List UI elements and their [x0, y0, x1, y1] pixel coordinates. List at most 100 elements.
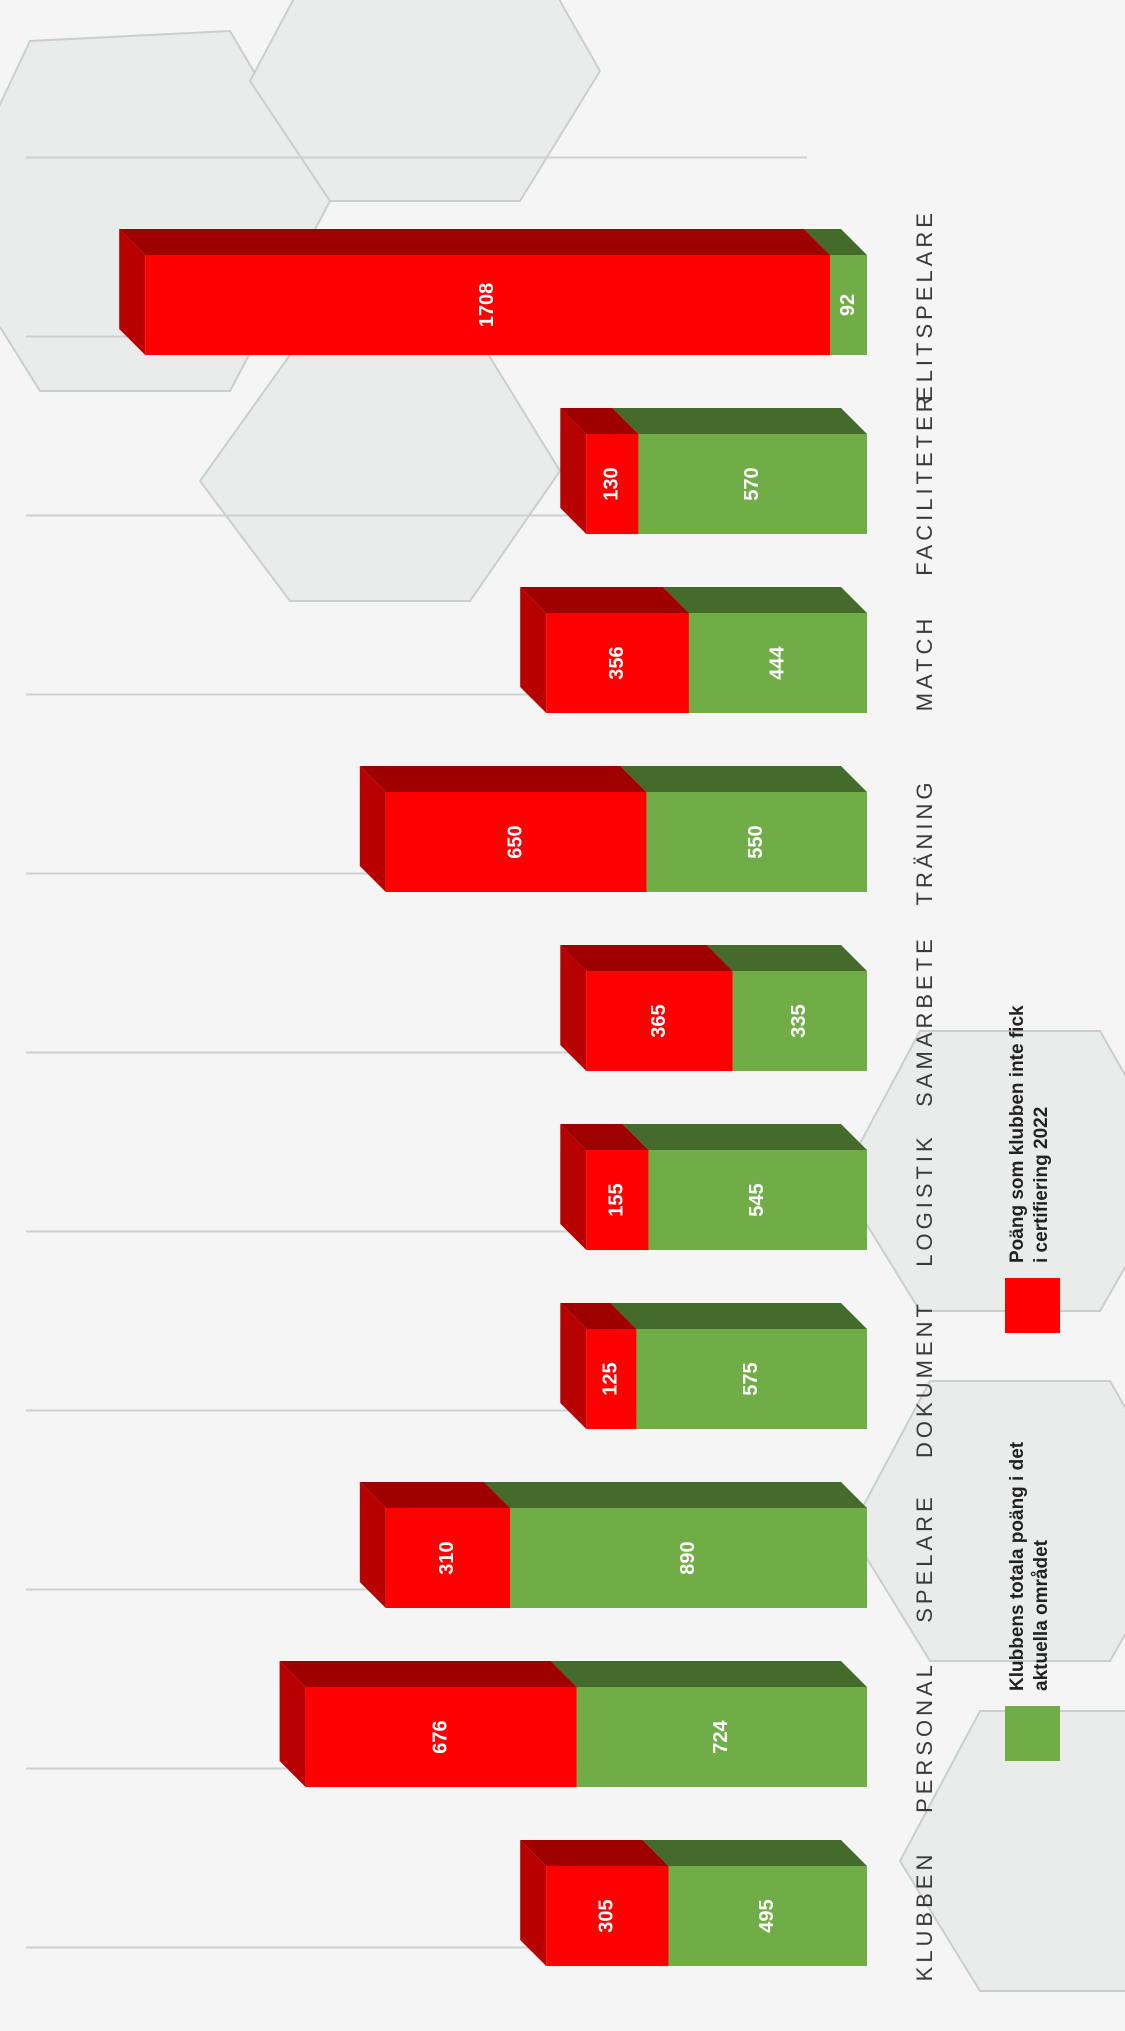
value-label: 570	[741, 467, 763, 500]
bar-top	[359, 766, 386, 892]
bar	[145, 255, 831, 355]
bar-segment	[520, 587, 689, 713]
bar-side	[359, 1482, 511, 1508]
value-label: 575	[740, 1362, 762, 1395]
x-tick-label: LOGISTIK	[912, 1133, 937, 1266]
bar-segment	[706, 945, 867, 1071]
bar-top	[279, 1661, 306, 1787]
bar-segment	[560, 408, 639, 534]
bar	[830, 255, 867, 355]
hexagon	[198, 340, 562, 602]
bar-side	[560, 945, 733, 971]
value-label: 335	[788, 1004, 810, 1037]
value-label: 92	[837, 294, 859, 316]
bar-side	[622, 1124, 867, 1150]
bar	[576, 1687, 868, 1787]
value-label: 495	[756, 1899, 778, 1932]
legend-line: Klubbens totala poäng i det	[1007, 1441, 1028, 1691]
value-label: 155	[606, 1183, 628, 1216]
bar-top	[119, 229, 146, 355]
bar-segment	[612, 408, 867, 534]
bar	[636, 1329, 867, 1429]
legend-label: Klubbens totala poäng i det aktuella områ…	[1007, 1441, 1052, 1691]
bar-side	[706, 945, 867, 971]
value-label: 130	[601, 467, 623, 500]
bar-side	[484, 1482, 867, 1508]
bar	[586, 971, 733, 1071]
bar-segment	[359, 1482, 511, 1608]
bar-segment	[119, 229, 831, 355]
x-tick-label: TRÄNING	[912, 779, 937, 906]
x-tick-label: ELITSPELARE	[912, 209, 937, 401]
value-label: 545	[746, 1183, 768, 1216]
bar	[586, 434, 639, 534]
bar-top	[560, 1124, 587, 1250]
bar-segment	[620, 766, 868, 892]
bar-segment	[804, 229, 867, 355]
bar-top	[520, 1840, 547, 1966]
value-label: 365	[648, 1004, 670, 1037]
bar	[586, 1150, 649, 1250]
bar-side	[662, 587, 867, 613]
bar-segment	[642, 1840, 867, 1966]
bar-side	[612, 408, 867, 434]
bar	[385, 1508, 511, 1608]
legend-line: Poäng som klubben inte fick	[1007, 1005, 1028, 1263]
bar	[385, 792, 647, 892]
bar-side	[560, 1124, 649, 1150]
x-tick-label: KLUBBEN	[912, 1851, 937, 1982]
bar-top	[560, 408, 587, 534]
value-label: 444	[766, 645, 788, 679]
bar-top	[560, 1303, 587, 1429]
x-tick-label: FACILITETER	[912, 392, 937, 575]
bar-segment	[484, 1482, 867, 1608]
value-label: 356	[606, 646, 628, 679]
bar-side	[520, 1840, 669, 1866]
value-label: 676	[429, 1720, 451, 1753]
legend-swatch	[1005, 1278, 1060, 1333]
bar-side	[520, 587, 689, 613]
bar-side	[560, 408, 639, 434]
value-label: 550	[745, 825, 767, 858]
bar-segment	[662, 587, 867, 713]
value-label: 125	[600, 1362, 622, 1395]
bar	[668, 1866, 867, 1966]
legend-label: Poäng som klubben inte fick i certifierin…	[1007, 1005, 1052, 1263]
legend-line: aktuella området	[1031, 1539, 1052, 1691]
bar-segment	[550, 1661, 868, 1787]
bar-segment	[560, 1124, 649, 1250]
bar	[732, 971, 867, 1071]
bar-segment	[520, 1840, 669, 1966]
bar-side	[279, 1661, 577, 1687]
value-label: 1708	[476, 283, 498, 328]
value-label: 890	[677, 1541, 699, 1574]
bar	[586, 1329, 637, 1429]
bar-side	[119, 229, 831, 255]
bar	[688, 613, 867, 713]
bar-segment	[610, 1303, 867, 1429]
value-label: 310	[436, 1541, 458, 1574]
bar-side	[642, 1840, 867, 1866]
bar-segment	[560, 945, 733, 1071]
bar-side	[804, 229, 867, 255]
bar	[510, 1508, 867, 1608]
legend-swatch	[1005, 1706, 1060, 1761]
value-label: 305	[596, 1899, 618, 1932]
x-tick-label: MATCH	[912, 615, 937, 712]
bar-top	[520, 587, 547, 713]
bar-side	[550, 1661, 867, 1687]
bar-segment	[279, 1661, 577, 1787]
bar-top	[560, 945, 587, 1071]
bar-side	[359, 766, 647, 792]
bar-segment	[560, 1303, 637, 1429]
bar	[648, 1150, 868, 1250]
x-tick-label: SAMARBETE	[912, 935, 937, 1107]
bar	[546, 613, 689, 713]
bar-side	[620, 766, 867, 792]
hexagon	[848, 1380, 1125, 1662]
bar	[546, 1866, 669, 1966]
hexagon	[838, 1030, 1125, 1312]
